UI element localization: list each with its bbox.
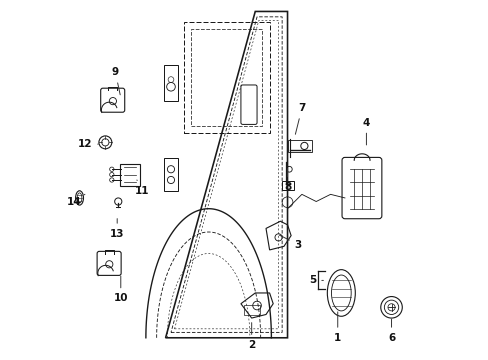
Text: 4: 4 <box>362 118 369 145</box>
Text: 9: 9 <box>112 67 120 95</box>
Text: 7: 7 <box>295 103 305 134</box>
Text: 11: 11 <box>135 180 149 196</box>
Text: 2: 2 <box>247 323 255 350</box>
Text: 3: 3 <box>279 235 301 249</box>
Text: 1: 1 <box>333 312 341 343</box>
Text: 12: 12 <box>78 139 98 149</box>
Text: 10: 10 <box>113 276 128 303</box>
Text: 13: 13 <box>110 219 124 239</box>
Text: 5: 5 <box>308 275 323 285</box>
Text: 6: 6 <box>387 319 394 343</box>
Text: 14: 14 <box>67 194 85 207</box>
Text: 8: 8 <box>284 168 290 192</box>
